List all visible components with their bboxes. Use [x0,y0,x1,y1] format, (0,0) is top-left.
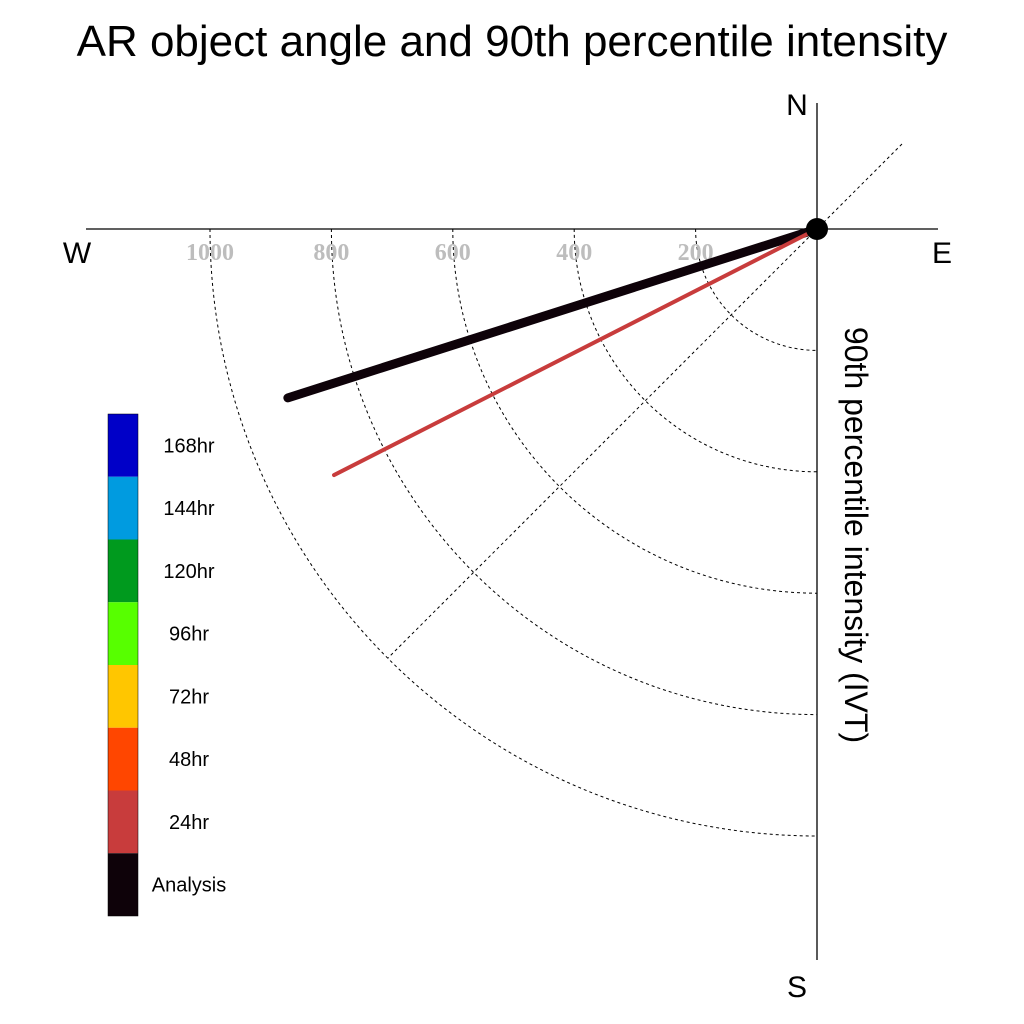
origin-marker [806,218,828,240]
range-ring-200 [695,228,818,351]
direction-south-label: S [787,971,807,1004]
direction-north-label: N [786,89,808,122]
legend-swatch-48hr [108,727,138,791]
direction-east-label: E [932,237,952,270]
legend-label-analysis: Analysis [152,875,226,897]
legend-label-96hr: 96hr [169,624,209,646]
legend-swatch-72hr [108,665,138,728]
legend-swatch-24hr [108,790,138,854]
legend-label-144hr: 144hr [163,498,214,520]
tick-label-600: 600 [435,240,471,266]
legend-label-24hr: 24hr [169,812,209,834]
legend: 168hr 144hr 120hr 96hr 72hr 48hr 24hr Analysis [107,413,226,917]
legend-swatch-120hr [108,539,138,603]
tick-label-800: 800 [313,240,349,266]
legend-border [107,413,139,917]
direction-west-label: W [63,237,92,270]
tick-label-400: 400 [556,240,592,266]
legend-swatch-analysis [108,853,138,916]
series-line-24hr [332,227,819,478]
range-ring-600 [452,228,818,594]
legend-label-120hr: 120hr [163,561,214,583]
radial-axis-label: 90th percentile intensity (IVT) [838,327,874,743]
range-ring-400 [573,228,818,473]
series-line-analysis [283,224,822,403]
range-ring-800 [330,228,818,716]
legend-label-168hr: 168hr [163,435,214,457]
legend-label-72hr: 72hr [169,686,209,708]
legend-label-48hr: 48hr [169,749,209,771]
legend-swatch-144hr [108,476,138,540]
legend-swatch-96hr [108,602,138,665]
chart-title: AR object angle and 90th percentile inte… [77,17,948,66]
series-lines [283,224,822,478]
diagonal-gridline [387,143,903,659]
range-ring-1000 [209,228,818,837]
tick-label-1000: 1000 [186,240,234,266]
legend-swatch-168hr [108,414,138,477]
